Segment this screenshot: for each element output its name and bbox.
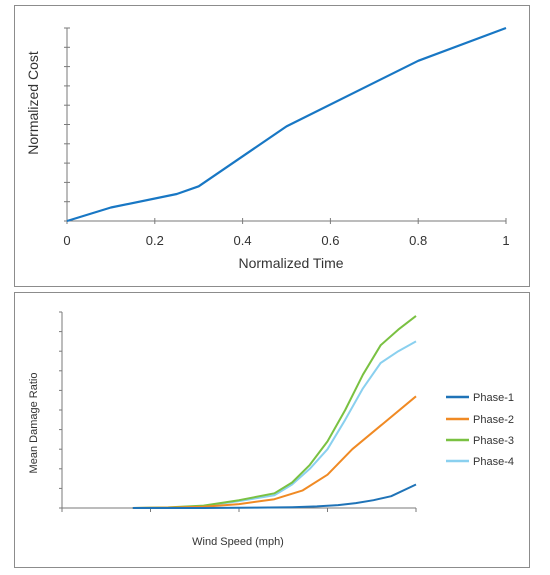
legend-label-phase-2: Phase-2 — [473, 414, 514, 426]
legend-label-phase-1: Phase-1 — [473, 392, 514, 404]
bottom-chart-panel — [14, 292, 530, 568]
legend-label-phase-4: Phase-4 — [473, 456, 514, 468]
bottom-series-line-phase-3 — [132, 315, 417, 509]
chart-marks: 0 0.2 0.4 0.6 0.8 1 — [59, 26, 510, 512]
top-x-tick-label: 0.6 — [321, 233, 339, 248]
top-series-line — [66, 26, 507, 223]
top-x-tick-label: 1 — [502, 233, 509, 248]
bottom-x-axis-title: Wind Speed (mph) — [192, 536, 284, 548]
bottom-series-line-phase-2 — [132, 395, 417, 509]
bottom-series-line-phase-1 — [132, 483, 417, 509]
top-x-tick-label: 0.2 — [146, 233, 164, 248]
top-y-axis-title: Normalized Cost — [25, 51, 41, 155]
top-x-tick-label: 0.4 — [234, 233, 252, 248]
legend-label-phase-3: Phase-3 — [473, 435, 514, 447]
bottom-series-line-phase-4 — [132, 340, 417, 509]
bottom-y-axis-title: Mean Damage Ratio — [28, 373, 40, 474]
top-x-tick-label: 0.8 — [409, 233, 427, 248]
top-x-axis-title: Normalized Time — [238, 255, 343, 271]
top-x-tick-label: 0 — [63, 233, 70, 248]
